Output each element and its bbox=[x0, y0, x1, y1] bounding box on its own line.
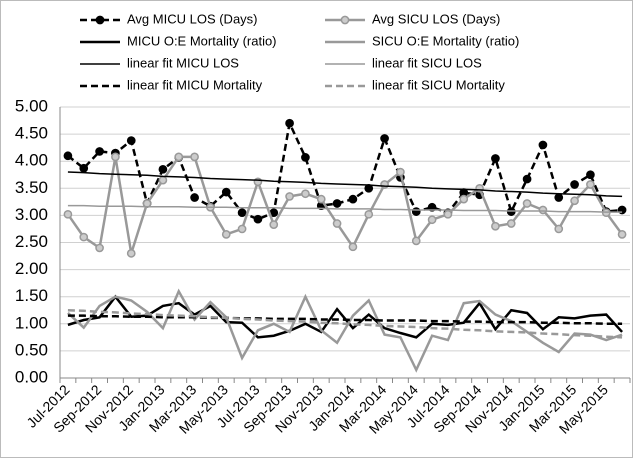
point bbox=[522, 174, 532, 184]
point bbox=[364, 209, 374, 219]
y-tick-label: 2.00 bbox=[15, 259, 48, 278]
point bbox=[348, 242, 358, 252]
y-tick-label: 4.00 bbox=[15, 151, 48, 170]
point bbox=[63, 209, 73, 219]
y-tick-label: 0.50 bbox=[15, 340, 48, 359]
series-line bbox=[67, 171, 623, 198]
point bbox=[79, 163, 89, 173]
y-tick-label: 5.00 bbox=[15, 96, 48, 115]
legend-label: linear fit MICU Mortality bbox=[127, 77, 263, 92]
point bbox=[506, 219, 516, 228]
point bbox=[617, 230, 627, 239]
point bbox=[221, 230, 231, 239]
point bbox=[427, 202, 437, 212]
y-tick-label: 1.00 bbox=[15, 313, 48, 332]
point bbox=[190, 152, 199, 162]
point bbox=[174, 152, 184, 162]
point bbox=[237, 208, 247, 218]
point bbox=[396, 167, 405, 177]
point bbox=[79, 232, 89, 242]
point bbox=[285, 192, 294, 201]
legend-marker bbox=[340, 15, 350, 25]
point bbox=[380, 180, 389, 189]
point bbox=[522, 199, 532, 208]
point bbox=[221, 187, 231, 197]
legend-label: Avg MICU LOS (Days) bbox=[127, 11, 258, 26]
y-tick-label: 3.50 bbox=[15, 178, 48, 197]
point bbox=[427, 215, 437, 225]
point bbox=[443, 209, 453, 219]
y-tick-label: 1.50 bbox=[15, 286, 48, 305]
point bbox=[459, 194, 469, 204]
point bbox=[586, 180, 595, 189]
y-tick-label: 4.50 bbox=[15, 124, 48, 143]
legend-label: linear fit SICU Mortality bbox=[372, 77, 505, 92]
point bbox=[411, 207, 421, 216]
point bbox=[253, 214, 263, 224]
point bbox=[554, 224, 564, 234]
point bbox=[158, 175, 168, 185]
series-line bbox=[67, 119, 623, 221]
point bbox=[538, 205, 548, 215]
point bbox=[491, 221, 500, 231]
point bbox=[316, 194, 326, 204]
y-tick-label: 2.50 bbox=[15, 232, 48, 251]
point bbox=[126, 136, 136, 145]
point bbox=[411, 236, 421, 246]
point bbox=[95, 147, 104, 156]
series-line bbox=[67, 204, 623, 213]
point bbox=[332, 199, 342, 208]
series-line bbox=[67, 309, 623, 339]
point bbox=[253, 177, 263, 187]
point bbox=[285, 118, 294, 128]
point bbox=[95, 243, 104, 253]
legend-marker bbox=[95, 15, 105, 25]
point bbox=[491, 154, 500, 163]
legend-label: MICU O:E Mortality (ratio) bbox=[127, 33, 277, 48]
point bbox=[348, 194, 358, 204]
point bbox=[570, 180, 579, 189]
y-tick-label: 3.00 bbox=[15, 205, 48, 224]
point bbox=[190, 193, 199, 202]
point bbox=[380, 134, 389, 143]
point bbox=[570, 196, 579, 206]
legend-label: Avg SICU LOS (Days) bbox=[372, 11, 500, 26]
legend-label: linear fit SICU LOS bbox=[372, 55, 482, 70]
point bbox=[63, 151, 73, 161]
point bbox=[269, 220, 279, 229]
y-tick-label: 0.00 bbox=[15, 367, 48, 386]
point bbox=[111, 152, 120, 162]
point bbox=[332, 219, 342, 228]
legend-label: linear fit MICU LOS bbox=[127, 55, 239, 70]
series-line bbox=[67, 314, 623, 326]
point bbox=[554, 193, 564, 202]
legend-label: SICU O:E Mortality (ratio) bbox=[372, 33, 519, 48]
point bbox=[237, 224, 247, 234]
point bbox=[538, 140, 548, 150]
point bbox=[126, 248, 136, 258]
point bbox=[301, 189, 310, 199]
point bbox=[158, 164, 168, 174]
point bbox=[301, 153, 310, 162]
point bbox=[586, 170, 595, 180]
